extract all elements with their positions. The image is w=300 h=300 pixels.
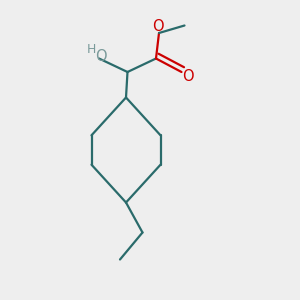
Text: O: O bbox=[182, 69, 194, 84]
Text: O: O bbox=[95, 50, 106, 64]
Text: H: H bbox=[87, 43, 96, 56]
Text: O: O bbox=[152, 19, 163, 34]
